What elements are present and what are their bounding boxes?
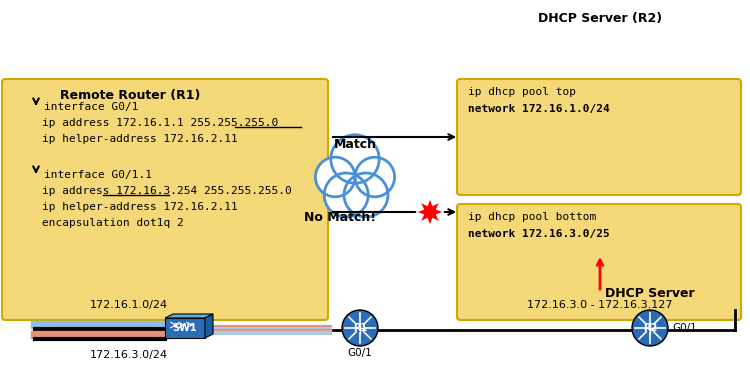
Text: ip helper-address 172.16.2.11: ip helper-address 172.16.2.11	[42, 202, 238, 212]
Circle shape	[331, 135, 380, 183]
Text: ip dhcp pool top: ip dhcp pool top	[468, 87, 576, 97]
Text: ip address 172.16.3.254 255.255.255.0: ip address 172.16.3.254 255.255.255.0	[42, 186, 292, 196]
Text: encapsulation dot1q 2: encapsulation dot1q 2	[42, 218, 184, 228]
Text: G0/1: G0/1	[672, 323, 697, 333]
Text: DHCP Server (R2): DHCP Server (R2)	[538, 12, 662, 25]
FancyBboxPatch shape	[2, 79, 328, 320]
Text: No Match!: No Match!	[304, 211, 376, 224]
Text: Match: Match	[334, 138, 376, 151]
Polygon shape	[205, 314, 213, 338]
Polygon shape	[165, 318, 205, 338]
Polygon shape	[165, 314, 213, 318]
Circle shape	[355, 157, 395, 197]
Text: ip helper-address 172.16.2.11: ip helper-address 172.16.2.11	[42, 134, 238, 144]
Text: network 172.16.3.0/25: network 172.16.3.0/25	[468, 229, 610, 239]
Circle shape	[342, 310, 378, 346]
Text: 172.16.3.0/24: 172.16.3.0/24	[90, 350, 168, 360]
Text: ip address 172.16.1.1 255.255.255.0: ip address 172.16.1.1 255.255.255.0	[42, 118, 278, 128]
Text: R1: R1	[352, 323, 368, 333]
Text: interface G0/1.1: interface G0/1.1	[44, 170, 152, 180]
FancyBboxPatch shape	[457, 79, 741, 195]
Text: R2: R2	[643, 323, 657, 333]
Text: network 172.16.1.0/24: network 172.16.1.0/24	[468, 104, 610, 114]
Text: SW1: SW1	[172, 323, 197, 333]
Circle shape	[632, 310, 668, 346]
Text: 172.16.3.0 - 172.16.3.127: 172.16.3.0 - 172.16.3.127	[527, 300, 673, 310]
Circle shape	[344, 173, 388, 217]
Circle shape	[316, 157, 355, 197]
Circle shape	[324, 173, 368, 217]
Text: 172.16.1.0/24: 172.16.1.0/24	[90, 300, 168, 310]
Text: interface G0/1: interface G0/1	[44, 102, 139, 112]
Text: DHCP Server: DHCP Server	[605, 287, 694, 300]
Text: G0/1: G0/1	[347, 348, 372, 358]
Text: ip dhcp pool bottom: ip dhcp pool bottom	[468, 212, 596, 222]
Text: Remote Router (R1): Remote Router (R1)	[60, 89, 200, 102]
FancyBboxPatch shape	[457, 204, 741, 320]
Polygon shape	[416, 198, 444, 226]
